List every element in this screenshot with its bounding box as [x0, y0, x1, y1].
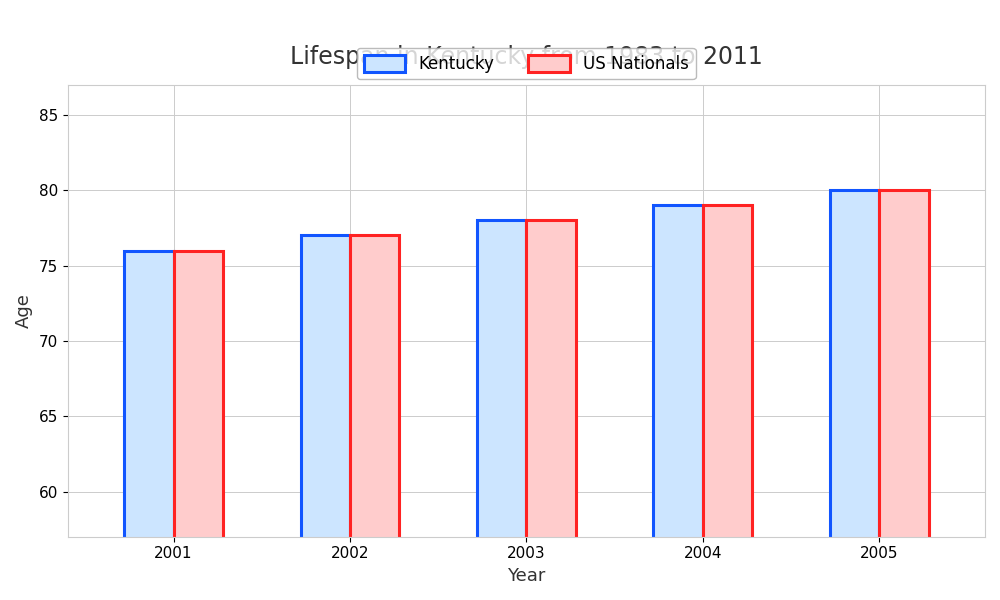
Bar [477, 220, 526, 600]
Bar [301, 235, 350, 600]
X-axis label: Year: Year [507, 567, 546, 585]
Bar [653, 205, 703, 600]
Bar [879, 190, 929, 600]
Bar [830, 190, 879, 600]
Bar [350, 235, 399, 600]
Bar [703, 205, 752, 600]
Y-axis label: Age: Age [15, 293, 33, 328]
Bar [174, 251, 223, 600]
Legend: Kentucky, US Nationals: Kentucky, US Nationals [357, 48, 696, 79]
Bar [526, 220, 576, 600]
Bar [124, 251, 174, 600]
Title: Lifespan in Kentucky from 1983 to 2011: Lifespan in Kentucky from 1983 to 2011 [290, 45, 763, 69]
